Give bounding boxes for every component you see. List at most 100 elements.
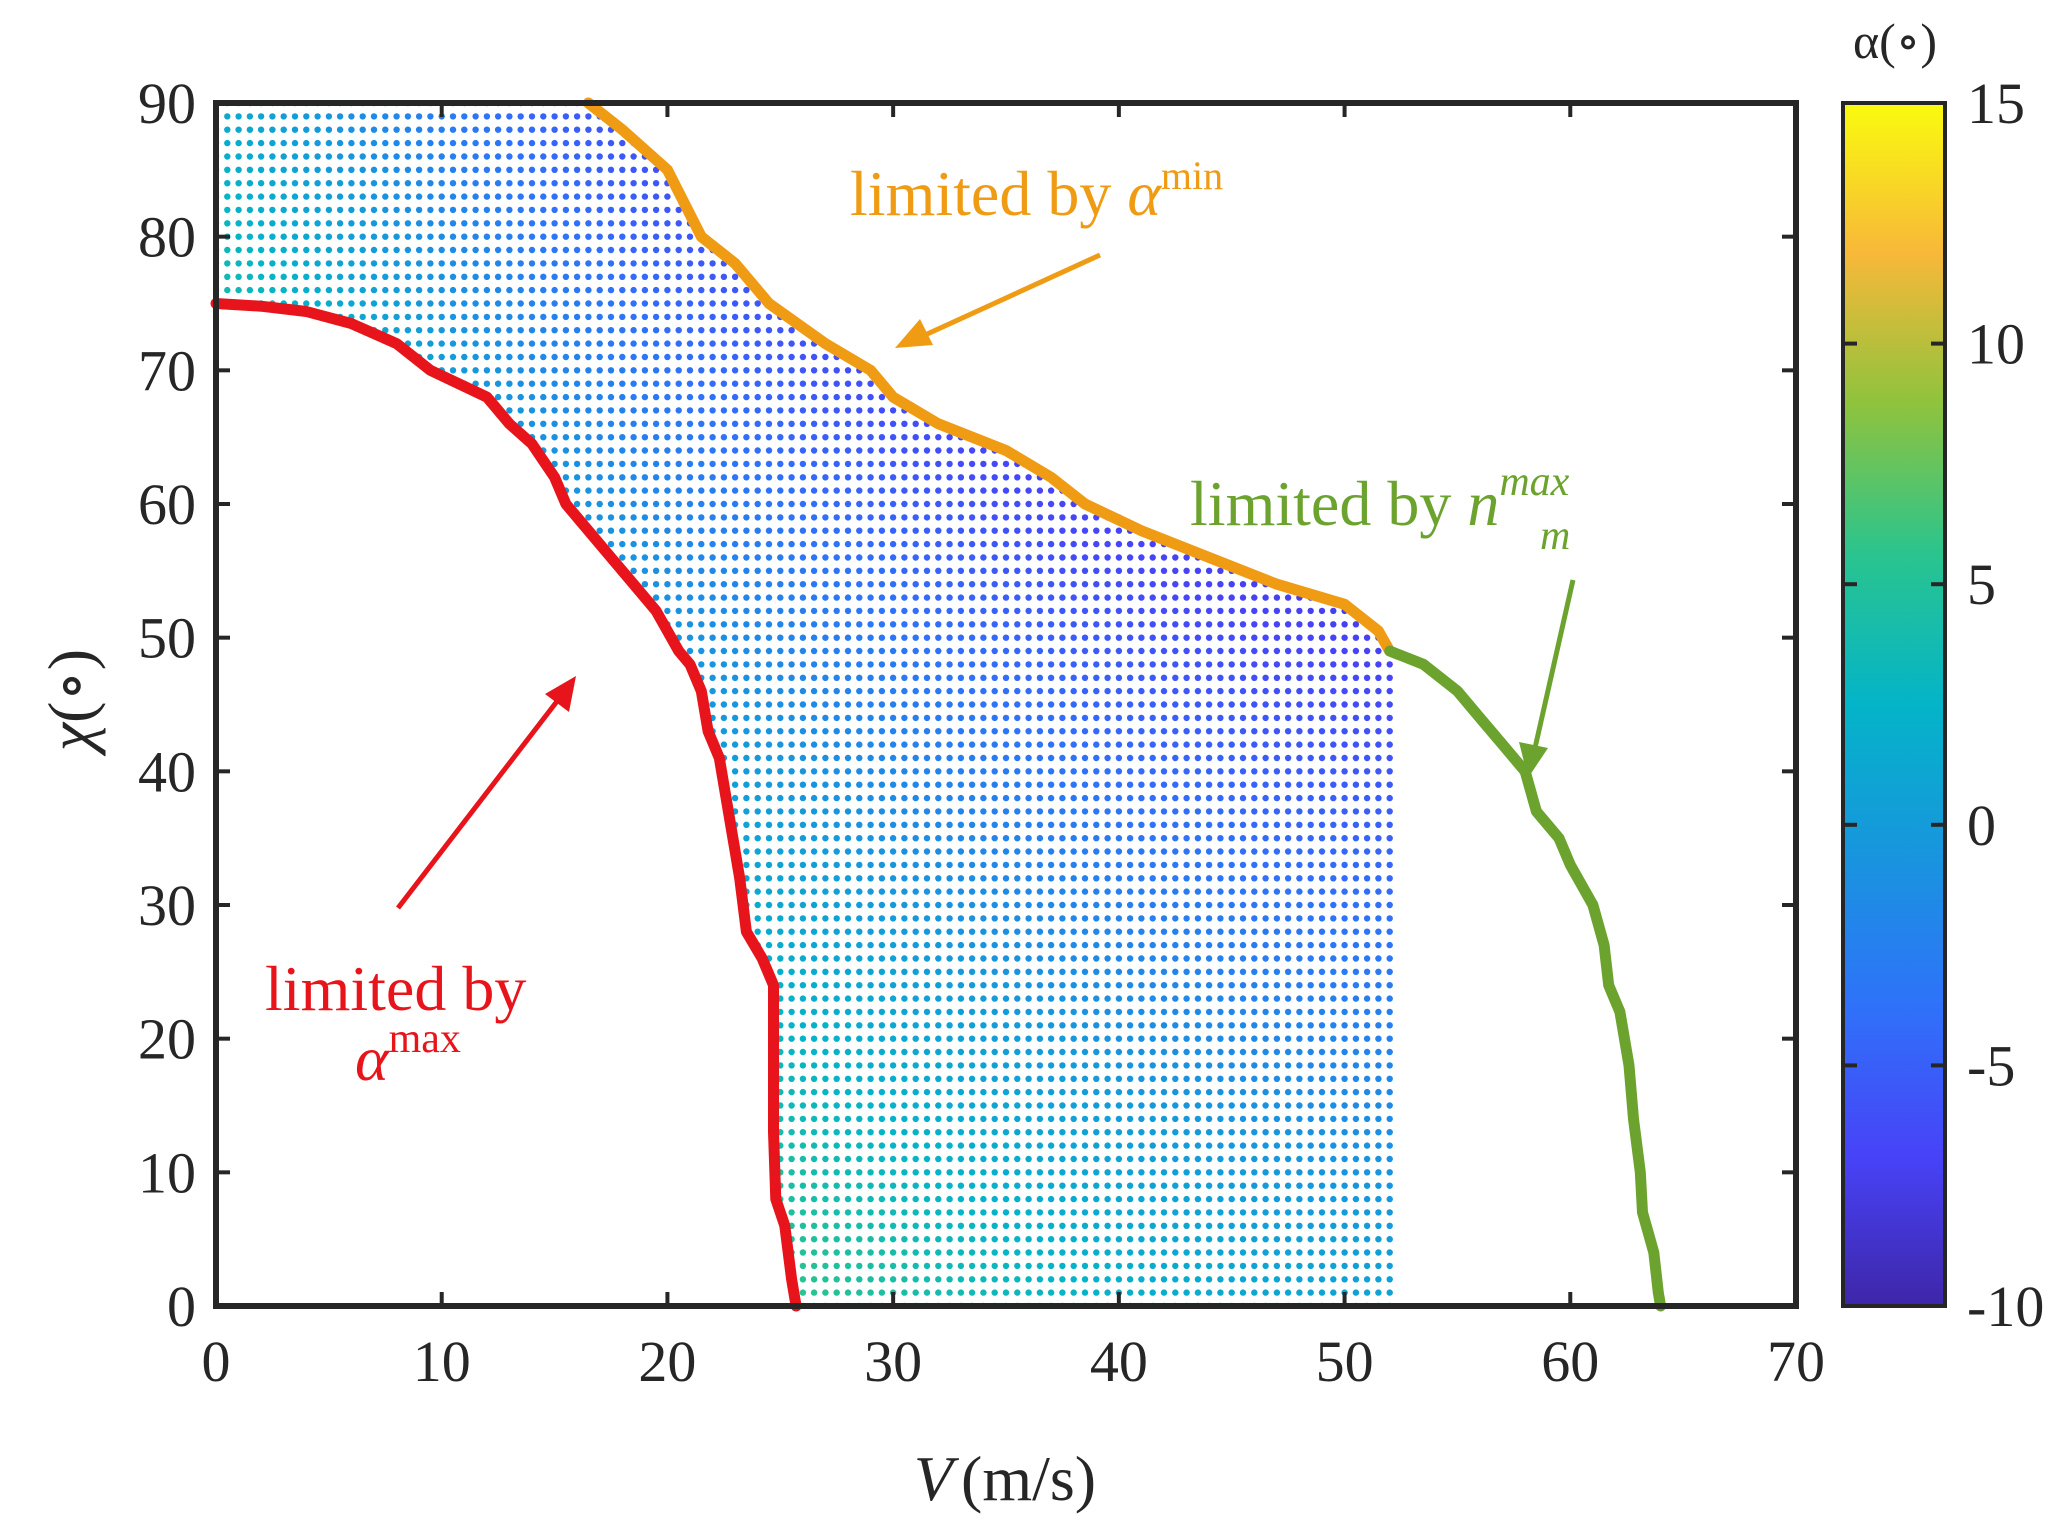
alpha-dot	[1036, 1222, 1044, 1230]
alpha-dot	[822, 460, 829, 468]
alpha-dot	[303, 126, 310, 133]
alpha-dot	[1228, 1075, 1235, 1083]
alpha-dot	[833, 1102, 840, 1109]
alpha-dot	[980, 1022, 987, 1029]
alpha-dot	[901, 821, 908, 828]
alpha-dot	[1059, 1129, 1066, 1136]
alpha-dot	[1093, 1075, 1100, 1083]
alpha-dot	[1239, 995, 1247, 1002]
alpha-dot	[1352, 794, 1360, 802]
alpha-dot	[980, 1155, 987, 1163]
alpha-dot	[1205, 794, 1213, 802]
alpha-dot	[1205, 754, 1213, 762]
alpha-dot	[1070, 1155, 1077, 1163]
alpha-dot	[878, 1008, 886, 1016]
alpha-dot	[968, 754, 976, 762]
alpha-dot	[980, 487, 987, 494]
alpha-dot	[1059, 1075, 1066, 1083]
alpha-dot	[641, 166, 649, 173]
alpha-dot	[1115, 1182, 1123, 1189]
alpha-dot	[901, 754, 908, 762]
alpha-dot	[743, 768, 750, 775]
alpha-dot	[1093, 1195, 1100, 1203]
alpha-dot	[1047, 768, 1055, 775]
alpha-dot	[1330, 1182, 1337, 1189]
alpha-dot	[957, 514, 965, 521]
alpha-dot	[1126, 848, 1134, 855]
alpha-dot	[901, 581, 908, 588]
alpha-dot	[709, 674, 716, 681]
alpha-dot	[901, 1048, 908, 1056]
alpha-dot	[946, 928, 953, 935]
alpha-dot	[1262, 1209, 1269, 1216]
alpha-dot	[991, 794, 998, 802]
alpha-dot	[1025, 661, 1032, 668]
alpha-dot	[1296, 821, 1303, 828]
alpha-dot	[878, 1195, 886, 1203]
alpha-dot	[901, 781, 908, 788]
alpha-dot	[765, 901, 773, 909]
alpha-dot	[1330, 714, 1337, 722]
alpha-dot	[1318, 1182, 1326, 1189]
alpha-dot	[1228, 607, 1235, 615]
alpha-dot	[833, 594, 840, 601]
alpha-dot	[506, 220, 513, 227]
alpha-dot	[1036, 1115, 1044, 1123]
alpha-dot	[1284, 714, 1292, 722]
alpha-dot	[1059, 647, 1066, 655]
alpha-dot	[912, 1142, 919, 1149]
alpha-dot	[788, 434, 795, 441]
alpha-dot	[889, 888, 897, 895]
alpha-dot	[1093, 995, 1100, 1002]
alpha-dot	[856, 687, 863, 695]
alpha-dot	[619, 514, 626, 521]
alpha-dot	[517, 139, 524, 147]
alpha-dot	[472, 273, 479, 280]
alpha-dot	[1115, 768, 1123, 775]
alpha-dot	[1251, 1022, 1258, 1029]
alpha-dot	[946, 861, 953, 869]
alpha-dot	[664, 393, 671, 401]
alpha-dot	[968, 888, 976, 895]
alpha-dot	[1002, 714, 1010, 722]
alpha-dot	[1307, 1129, 1314, 1136]
alpha-dot	[946, 1062, 953, 1069]
alpha-dot	[1081, 915, 1089, 922]
alpha-dot	[912, 1289, 919, 1296]
alpha-dot	[1228, 1115, 1235, 1123]
alpha-dot	[619, 286, 626, 294]
alpha-dot	[1138, 982, 1145, 989]
alpha-dot	[1284, 754, 1292, 762]
alpha-dot	[573, 260, 581, 267]
alpha-dot	[1138, 821, 1145, 828]
alpha-dot	[1160, 1075, 1168, 1083]
alpha-dot	[1047, 1169, 1055, 1176]
alpha-dot	[856, 1129, 863, 1136]
alpha-dot	[946, 540, 953, 548]
alpha-dot	[1341, 982, 1348, 989]
alpha-dot	[923, 955, 931, 962]
alpha-dot	[1172, 821, 1179, 828]
alpha-dot	[1115, 754, 1123, 762]
alpha-dot	[743, 741, 750, 748]
alpha-dot	[889, 1115, 897, 1123]
alpha-dot	[1014, 955, 1021, 962]
alpha-dot	[1194, 567, 1202, 574]
alpha-dot	[1014, 487, 1021, 494]
alpha-dot	[269, 139, 276, 147]
alpha-dot	[1205, 1048, 1213, 1056]
alpha-dot	[754, 500, 761, 508]
alpha-dot	[1081, 982, 1089, 989]
alpha-dot	[1138, 1209, 1145, 1216]
alpha-dot	[799, 781, 807, 788]
alpha-dot	[607, 540, 615, 548]
alpha-dot	[1194, 1276, 1202, 1283]
alpha-dot	[1126, 621, 1134, 628]
alpha-dot	[1115, 808, 1123, 815]
alpha-dot	[1126, 1262, 1134, 1270]
alpha-dot	[991, 1262, 998, 1270]
alpha-dot	[867, 728, 874, 735]
alpha-dot	[1070, 1102, 1077, 1109]
alpha-dot	[1160, 634, 1168, 641]
alpha-dot	[1138, 928, 1145, 935]
